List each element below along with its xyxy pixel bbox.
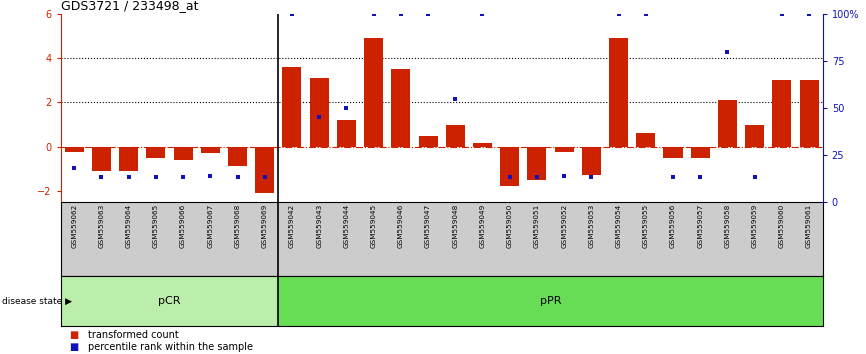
Text: transformed count: transformed count — [88, 330, 179, 339]
Bar — [278, 276, 823, 326]
Bar — [772, 80, 792, 147]
Bar — [61, 276, 278, 326]
Text: GSM559069: GSM559069 — [262, 203, 268, 247]
Text: GSM559056: GSM559056 — [670, 203, 676, 247]
Text: GSM559057: GSM559057 — [697, 203, 703, 247]
Text: GSM559054: GSM559054 — [616, 203, 622, 247]
Text: GSM559046: GSM559046 — [397, 203, 404, 247]
Text: GSM559047: GSM559047 — [425, 203, 431, 247]
Text: GSM559052: GSM559052 — [561, 203, 567, 247]
Bar — [228, 147, 247, 166]
Text: pPR: pPR — [540, 296, 561, 306]
Text: GSM559044: GSM559044 — [344, 203, 349, 247]
Text: GSM559050: GSM559050 — [507, 203, 513, 247]
Text: GDS3721 / 233498_at: GDS3721 / 233498_at — [61, 0, 198, 12]
Text: percentile rank within the sample: percentile rank within the sample — [88, 342, 254, 352]
Text: GSM559066: GSM559066 — [180, 203, 186, 247]
Text: GSM559063: GSM559063 — [99, 203, 105, 247]
Text: GSM559059: GSM559059 — [752, 203, 758, 247]
Text: GSM559048: GSM559048 — [452, 203, 458, 247]
Text: GSM559060: GSM559060 — [779, 203, 785, 247]
Text: GSM559061: GSM559061 — [806, 203, 812, 247]
Text: GSM559067: GSM559067 — [207, 203, 213, 247]
Bar — [310, 78, 329, 147]
Bar — [473, 143, 492, 147]
Text: GSM559045: GSM559045 — [371, 203, 377, 247]
Text: GSM559051: GSM559051 — [534, 203, 540, 247]
Bar — [173, 147, 192, 160]
Text: GSM559062: GSM559062 — [71, 203, 77, 247]
Bar — [337, 120, 356, 147]
Bar — [446, 125, 465, 147]
Bar — [418, 136, 437, 147]
Bar — [391, 69, 410, 147]
Bar — [582, 147, 601, 175]
Bar — [282, 67, 301, 147]
Bar — [255, 147, 275, 193]
Text: GSM559055: GSM559055 — [643, 203, 649, 247]
Bar — [92, 147, 111, 171]
Bar — [554, 147, 573, 152]
Bar — [691, 147, 710, 158]
Bar — [364, 39, 383, 147]
Bar — [146, 147, 165, 158]
Text: disease state ▶: disease state ▶ — [2, 296, 72, 306]
Bar — [501, 147, 520, 186]
Text: GSM559042: GSM559042 — [289, 203, 295, 247]
Text: GSM559049: GSM559049 — [480, 203, 486, 247]
Bar — [663, 147, 682, 158]
Text: pCR: pCR — [158, 296, 181, 306]
Bar — [718, 100, 737, 147]
Bar — [609, 39, 628, 147]
Text: GSM559053: GSM559053 — [588, 203, 594, 247]
Bar — [120, 147, 139, 171]
Bar — [637, 133, 656, 147]
Text: ■: ■ — [69, 330, 79, 339]
Text: GSM559043: GSM559043 — [316, 203, 322, 247]
Text: ■: ■ — [69, 342, 79, 352]
Text: GSM559068: GSM559068 — [235, 203, 241, 247]
Bar — [201, 147, 220, 153]
Bar — [799, 80, 818, 147]
Text: GSM559065: GSM559065 — [153, 203, 158, 247]
Text: GSM559064: GSM559064 — [126, 203, 132, 247]
Bar — [527, 147, 546, 180]
Text: GSM559058: GSM559058 — [725, 203, 730, 247]
Bar — [65, 147, 84, 152]
Bar — [745, 125, 764, 147]
